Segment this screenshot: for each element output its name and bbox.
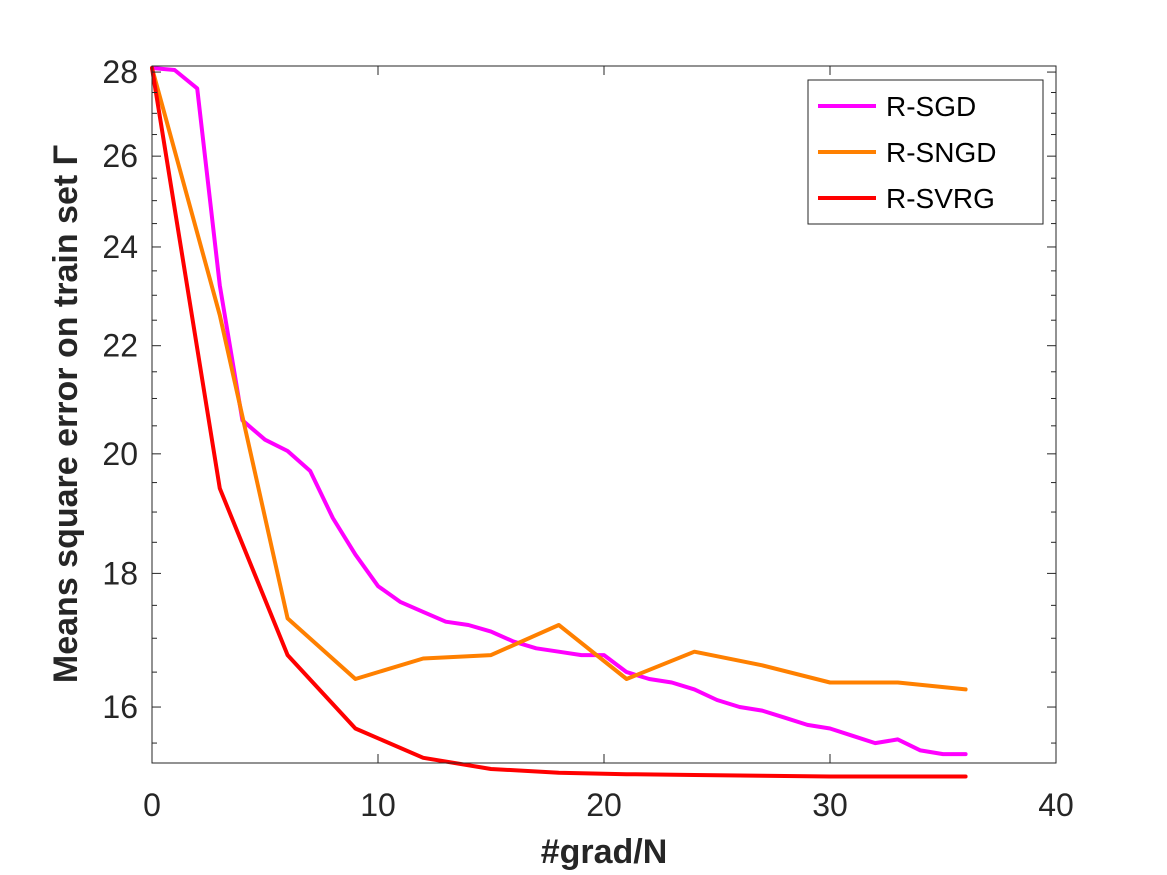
- x-tick-label: 30: [812, 787, 848, 823]
- legend-label-r-sgd: R-SGD: [886, 91, 976, 122]
- series-line-r-sgd: [150, 66, 968, 757]
- legend-label-r-svrg: R-SVRG: [886, 183, 995, 214]
- y-tick-label: 24: [102, 229, 138, 265]
- y-tick-label: 22: [102, 328, 138, 364]
- y-tick-label: 18: [102, 555, 138, 591]
- y-tick-label: 16: [102, 689, 138, 725]
- legend-label-r-sngd: R-SNGD: [886, 137, 996, 168]
- y-tick-label: 26: [102, 138, 138, 174]
- series-line-r-sngd: [150, 66, 968, 692]
- ticks-layer: 0 10 20 30 40 16 18 20 22 24 26 28: [102, 54, 1073, 823]
- y-axis-title: Means square error on train set Γ: [47, 145, 85, 683]
- x-axis-title: #grad/N: [541, 833, 668, 871]
- x-tick-label: 0: [143, 787, 161, 823]
- x-tick-label: 20: [586, 787, 622, 823]
- x-tick-label: 40: [1038, 787, 1074, 823]
- legend: R-SGD R-SNGD R-SVRG: [807, 79, 1044, 225]
- series-layer: [150, 66, 968, 779]
- y-tick-label: 20: [102, 436, 138, 472]
- series-line-r-svrg: [150, 66, 968, 779]
- y-tick-label: 28: [102, 54, 138, 90]
- x-tick-label: 10: [360, 787, 396, 823]
